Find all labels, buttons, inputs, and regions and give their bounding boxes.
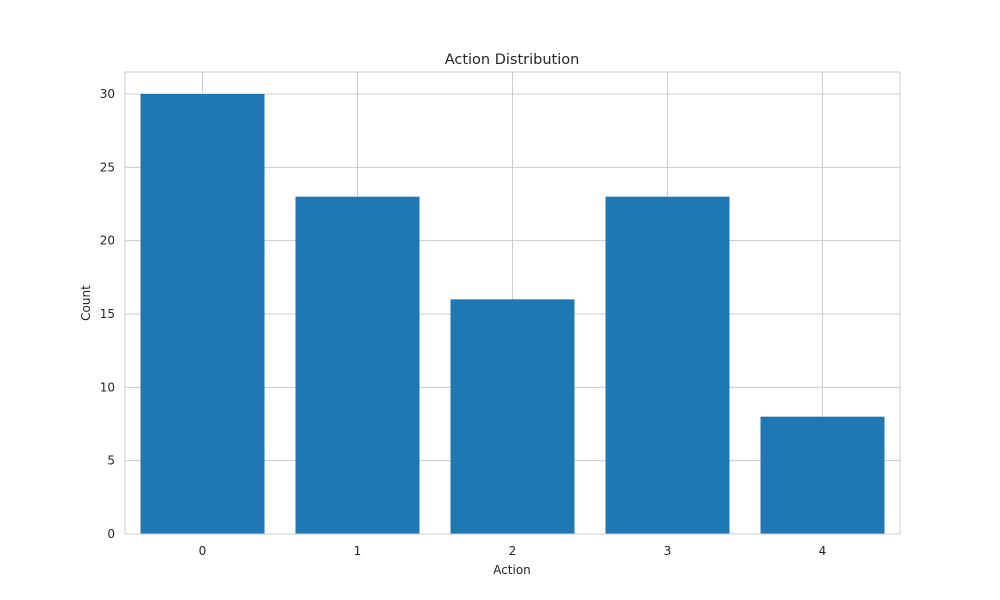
y-axis-label: Count xyxy=(79,285,93,321)
x-tick-label: 0 xyxy=(199,544,207,558)
y-tick-label: 20 xyxy=(100,234,115,248)
bar-4 xyxy=(760,416,885,534)
bars xyxy=(140,94,885,534)
axes-frame xyxy=(124,71,901,535)
x-tick-label: 1 xyxy=(354,544,362,558)
x-tick-label: 3 xyxy=(664,544,672,558)
y-tick-label: 15 xyxy=(100,307,115,321)
y-tick-label: 30 xyxy=(100,87,115,101)
tick-labels: 0 5 10 15 20 25 30 0 1 2 3 4 xyxy=(100,87,827,558)
bar-1 xyxy=(295,196,420,534)
y-tick-label: 0 xyxy=(107,527,115,541)
x-tick-label: 2 xyxy=(509,544,517,558)
bar-3 xyxy=(605,196,730,534)
y-tick-label: 25 xyxy=(100,160,115,174)
x-tick-label: 4 xyxy=(819,544,827,558)
y-tick-label: 5 xyxy=(107,454,115,468)
bar-2 xyxy=(450,299,575,534)
chart-title: Action Distribution xyxy=(445,52,580,68)
x-axis-label: Action xyxy=(493,563,531,577)
bar-0 xyxy=(140,94,265,534)
y-tick-label: 10 xyxy=(100,380,115,394)
